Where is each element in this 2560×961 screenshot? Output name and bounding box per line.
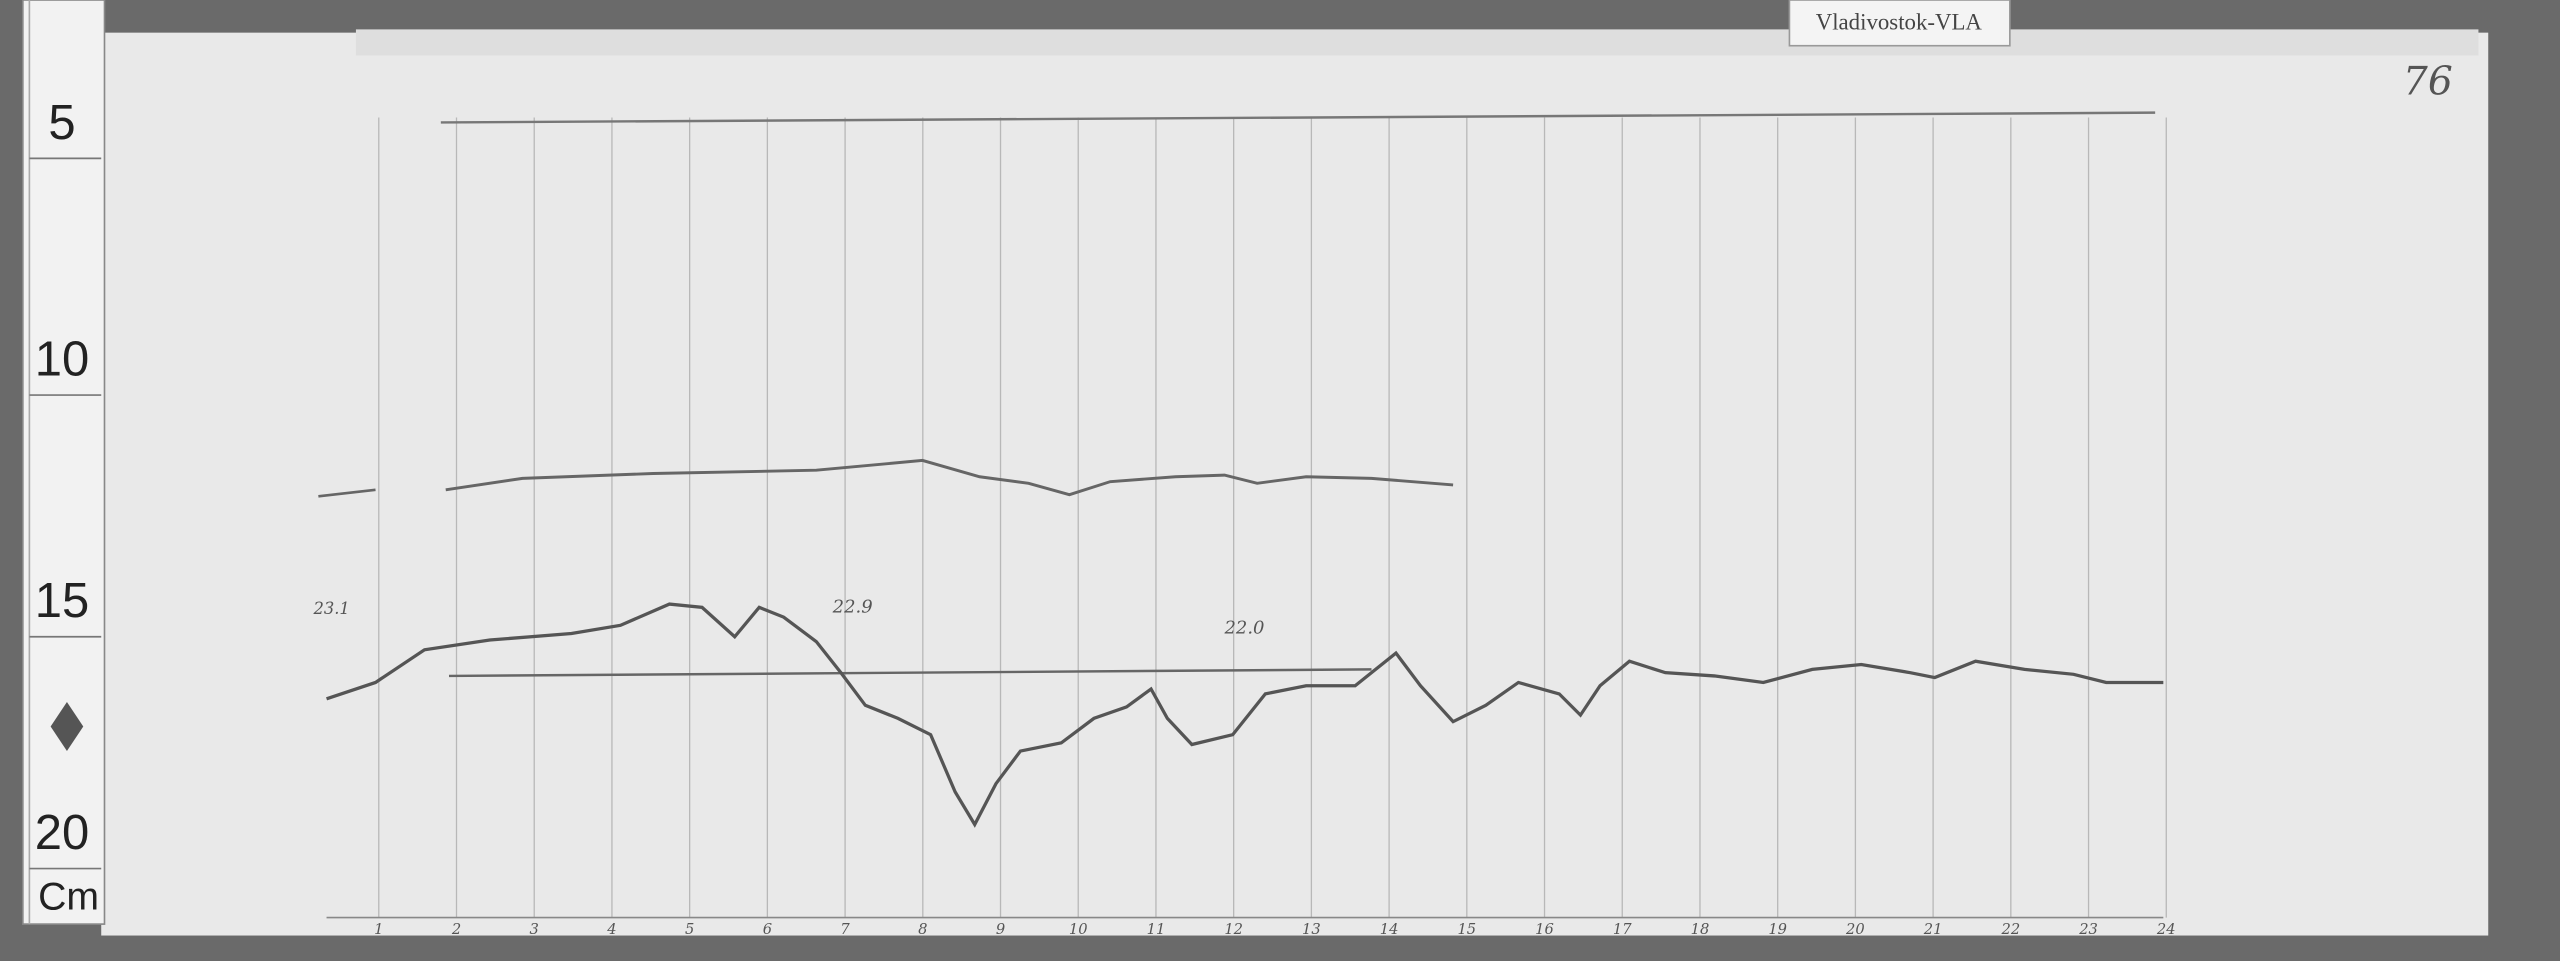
hour-label: 2 — [451, 921, 461, 938]
ruler-labels: 5 10 15 20 — [29, 96, 102, 870]
h-trace — [326, 602, 2164, 828]
annotation: 22.9 — [832, 596, 873, 617]
hour-label: 8 — [918, 921, 927, 938]
label-tag: Vladivostok-VLA — [1816, 9, 1983, 34]
hour-label: 19 — [1768, 921, 1787, 938]
hour-label: 3 — [530, 921, 539, 938]
ruler-label: 10 — [35, 333, 89, 387]
ruler-label: 15 — [35, 574, 89, 628]
ruler — [22, 0, 106, 925]
z-baseline — [440, 111, 2156, 124]
hour-label: 23 — [2078, 921, 2098, 938]
sheet-number: 76 — [2403, 60, 2453, 105]
hour-label: 17 — [1613, 921, 1632, 938]
hour-label: 13 — [1302, 921, 1321, 938]
hour-label: 22 — [2000, 921, 2020, 938]
ruler-label: 20 — [35, 806, 89, 860]
hour-label: 7 — [840, 921, 850, 938]
annotation: 23.1 — [312, 599, 349, 618]
hour-label: 6 — [763, 921, 772, 938]
paper-sheet — [101, 32, 2489, 936]
label-tag-box — [1788, 0, 2011, 47]
hour-label: 15 — [1457, 921, 1476, 938]
ruler-label: 5 — [48, 96, 75, 150]
ruler-unit: Cm — [38, 875, 99, 918]
tape-strip — [355, 29, 2479, 56]
hour-label: 1 — [374, 921, 383, 938]
hour-label: 9 — [996, 921, 1005, 938]
hour-label: 12 — [1224, 921, 1243, 938]
hour-label: 14 — [1380, 921, 1399, 938]
h-baseline — [448, 668, 1372, 678]
hour-label: 4 — [606, 921, 616, 938]
hour-label: 18 — [1691, 921, 1710, 938]
z-trace — [445, 458, 1454, 497]
hour-label: 24 — [2156, 921, 2176, 938]
hour-grid: 1 2 3 4 5 6 7 8 9 10 11 12 13 14 15 16 17 18 19 20 21 22 23 24 — [374, 117, 2176, 938]
annotation: 22.0 — [1224, 617, 1265, 638]
z-trace-start — [318, 488, 376, 498]
hour-label: 21 — [1923, 921, 1943, 938]
hour-label: 20 — [1845, 921, 1865, 938]
hour-label: 11 — [1147, 921, 1166, 938]
hour-label: 5 — [685, 921, 694, 938]
hour-label: 10 — [1069, 921, 1088, 938]
hour-label: 16 — [1535, 921, 1554, 938]
